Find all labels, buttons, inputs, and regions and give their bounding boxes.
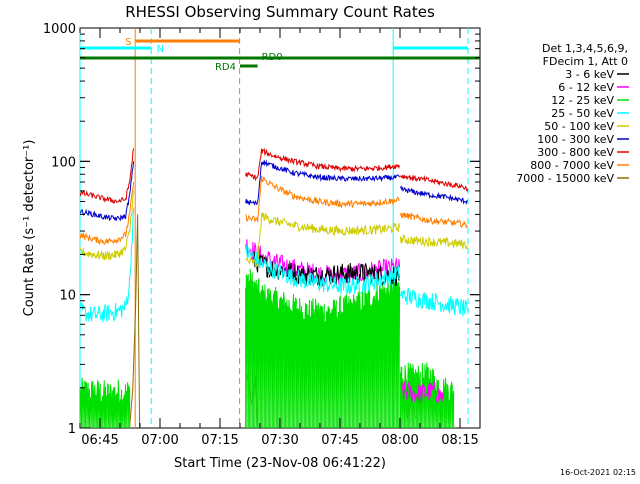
x-tick-label: 07:30	[261, 433, 298, 448]
series-line	[245, 175, 400, 223]
legend-header: Det 1,3,4,5,6,9,	[542, 42, 628, 55]
x-tick-label: 06:45	[81, 433, 118, 448]
series-line	[245, 211, 401, 268]
state-label-n: N	[157, 44, 164, 55]
state-bars: S N RD4 RD0	[80, 37, 480, 73]
y-tick-label: 1000	[43, 22, 76, 37]
series-line	[399, 211, 469, 229]
footer-timestamp: 16-Oct-2021 02:15	[560, 468, 636, 477]
series-line	[399, 287, 469, 317]
x-tick-label: 07:00	[141, 433, 178, 448]
x-tick-label: 08:15	[441, 433, 478, 448]
series-25-50-kev	[79, 207, 469, 323]
y-tick-label: 100	[51, 155, 76, 170]
series-line	[245, 243, 401, 295]
series-800-7000-kev	[79, 175, 469, 246]
x-axis-label: Start Time (23-Nov-08 06:41:22)	[174, 456, 386, 471]
chart-title: RHESSI Observing Summary Count Rates	[125, 3, 435, 21]
legend-label: 25 - 50 keV	[551, 107, 614, 120]
state-label-rd4: RD4	[215, 62, 236, 73]
x-tick-label: 07:15	[201, 433, 238, 448]
series-line	[245, 268, 401, 429]
series-line	[79, 161, 135, 222]
legend-label: 3 - 6 keV	[565, 68, 614, 81]
y-axis-label: Count Rate (s⁻¹ detector⁻¹)	[22, 140, 37, 317]
legend-label: 800 - 7000 keV	[530, 159, 614, 172]
series-line	[129, 214, 141, 429]
state-label: RD0	[262, 52, 283, 63]
series-line	[245, 148, 401, 182]
series-line	[79, 207, 135, 323]
series-line	[79, 190, 135, 262]
series-100-300-kev	[79, 159, 468, 222]
legend-label: 300 - 800 keV	[537, 146, 614, 159]
series-line	[79, 181, 135, 246]
series-300-800-kev	[79, 148, 469, 204]
y-axis: 1 10 100 1000	[43, 22, 480, 437]
series-line	[245, 159, 401, 206]
legend-header: FDecim 1, Att 0	[543, 55, 628, 68]
series-50-100-kev	[79, 190, 469, 268]
legend-label: 7000 - 15000 keV	[516, 172, 614, 185]
series-group	[79, 148, 469, 429]
legend: Det 1,3,4,5,6,9,FDecim 1, Att 03 - 6 keV…	[516, 42, 629, 185]
series-line	[79, 148, 135, 204]
x-tick-label: 08:00	[381, 433, 418, 448]
legend-label: 12 - 25 keV	[551, 94, 614, 107]
legend-label: 100 - 300 keV	[537, 133, 614, 146]
y-tick-label: 1	[68, 422, 76, 437]
series-line	[399, 185, 468, 205]
series-line	[399, 234, 469, 250]
x-tick-label: 07:45	[321, 433, 358, 448]
y-tick-label: 10	[59, 289, 76, 304]
series-line	[399, 174, 469, 192]
series-line	[401, 381, 445, 404]
x-axis: 06:45 07:00 07:15 07:30 07:45 08:00 08:15	[79, 28, 481, 448]
legend-label: 6 - 12 keV	[558, 81, 614, 94]
state-label-s: S	[125, 37, 131, 48]
legend-label: 50 - 100 keV	[544, 120, 614, 133]
series-line	[79, 377, 131, 429]
